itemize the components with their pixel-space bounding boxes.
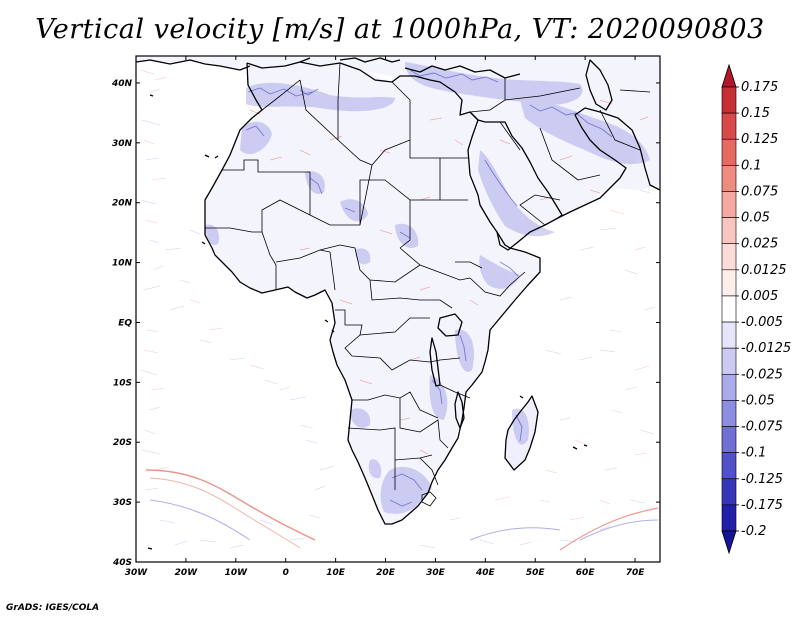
colorbar-segment xyxy=(721,243,737,271)
lat-tick-label: EQ xyxy=(118,318,132,328)
vertical-velocity-strong-negative xyxy=(245,69,613,507)
lon-tick-label: 20E xyxy=(376,568,396,578)
lat-tick-label: 30S xyxy=(113,498,132,508)
colorbar-segment xyxy=(721,426,737,453)
lat-tick-label: 20N xyxy=(112,199,133,209)
lon-tick-label: 60E xyxy=(576,568,596,578)
vertical-velocity-positive-patches xyxy=(249,99,649,455)
colorbar-label: 0.0125 xyxy=(741,263,787,278)
colorbar-label: 0.175 xyxy=(741,80,778,95)
colorbar-label: -0.125 xyxy=(741,472,783,487)
lat-tick-label: 10S xyxy=(113,378,132,388)
colorbar-segment xyxy=(721,191,737,218)
colorbar-label: 0.075 xyxy=(741,184,778,199)
colorbar-label: -0.0125 xyxy=(741,341,791,356)
arabian-coast xyxy=(557,107,660,219)
madagascar-coast xyxy=(504,395,539,471)
lat-tick-label: 40N xyxy=(111,79,133,89)
small-islands xyxy=(147,94,588,550)
colorbar-label: -0.025 xyxy=(741,367,783,382)
colorbar-label: -0.175 xyxy=(741,498,783,513)
lon-tick-label: 40E xyxy=(475,568,496,578)
colorbar-segment xyxy=(721,112,737,140)
colorbar-label: -0.005 xyxy=(741,315,783,330)
coastlines xyxy=(136,57,660,550)
colorbar-segment xyxy=(721,86,737,114)
colorbar-label: -0.05 xyxy=(741,393,775,408)
colorbar-label: -0.2 xyxy=(741,524,766,539)
caspian-coast xyxy=(585,59,613,111)
latitude-axis: 40N 30N 20N 10N EQ 10S 20S 30S 40S xyxy=(111,79,660,568)
country-borders xyxy=(205,62,651,507)
colorbar-segment xyxy=(721,138,737,166)
lake-malawi xyxy=(454,391,465,429)
colorbar-segment xyxy=(721,165,737,192)
grads-credit: GrADS: IGES/COLA xyxy=(6,603,100,613)
map-frame xyxy=(135,55,661,563)
southern-ocean-red-streak xyxy=(145,469,316,541)
colorbar-segment xyxy=(721,217,737,245)
colorbar-segment xyxy=(721,400,737,427)
colorbar-segment xyxy=(721,452,737,480)
africa-landmass xyxy=(205,62,540,524)
lat-tick-label: 30N xyxy=(112,139,133,149)
africa-coastline xyxy=(204,61,541,525)
lon-tick-label: 30W xyxy=(125,568,149,578)
lake-victoria xyxy=(437,313,463,337)
mediterranean-north-coast xyxy=(136,57,521,79)
colorbar-top-arrow xyxy=(721,63,737,88)
southern-ocean-red-streak-2 xyxy=(149,477,301,549)
lon-tick-label: 30E xyxy=(426,568,446,578)
colorbar-bottom-arrow xyxy=(721,530,737,555)
colorbar-label: 0.05 xyxy=(741,211,770,226)
middle-east-land xyxy=(392,58,660,190)
colorbar-segment xyxy=(721,295,737,323)
lat-tick-label: 20S xyxy=(113,438,132,448)
colorbar-label: -0.075 xyxy=(741,420,783,435)
ocean-noise-field xyxy=(139,69,656,549)
southern-ocean-blue-streak xyxy=(149,499,659,541)
map-plot-area xyxy=(136,56,660,562)
lon-tick-label: 70E xyxy=(626,568,646,578)
lon-tick-label: 10E xyxy=(326,568,346,578)
lon-tick-label: 50E xyxy=(526,568,546,578)
lake-tanganyika xyxy=(429,337,441,387)
southern-ocean-red-streak-3 xyxy=(559,507,659,551)
vertical-velocity-negative-patches xyxy=(204,62,650,514)
lon-tick-label: 20W xyxy=(175,568,199,578)
colorbar-label: 0.025 xyxy=(741,237,778,252)
europe-land xyxy=(136,56,660,76)
colorbar-segment xyxy=(721,478,737,506)
lon-tick-label: 0 xyxy=(283,568,289,578)
colorbar-label: -0.1 xyxy=(741,446,766,461)
colorbar: 0.175 0.15 0.125 0.1 0.075 0.05 0.025 0.0125 0.0… xyxy=(721,63,791,555)
lat-tick-label: 10N xyxy=(112,259,133,269)
colorbar-segment xyxy=(721,321,737,349)
colorbar-segment xyxy=(721,269,737,297)
colorbar-label: 0.125 xyxy=(741,132,778,147)
colorbar-label: 0.005 xyxy=(741,289,778,304)
lat-tick-label: 40S xyxy=(112,558,132,568)
colorbar-label: 0.1 xyxy=(741,158,762,173)
lon-tick-label: 10W xyxy=(225,568,249,578)
longitude-axis: 30W 20W 10W 0 10E 20E 30E 40E 50E 60E 70E xyxy=(125,56,645,578)
colorbar-segment xyxy=(721,373,737,401)
arabian-peninsula-land xyxy=(470,120,610,250)
colorbar-segment xyxy=(721,347,737,375)
colorbar-segment xyxy=(721,504,737,532)
colorbar-label: 0.15 xyxy=(741,106,770,121)
map-title: Vertical velocity [m/s] at 1000hPa, VT: … xyxy=(35,14,765,45)
